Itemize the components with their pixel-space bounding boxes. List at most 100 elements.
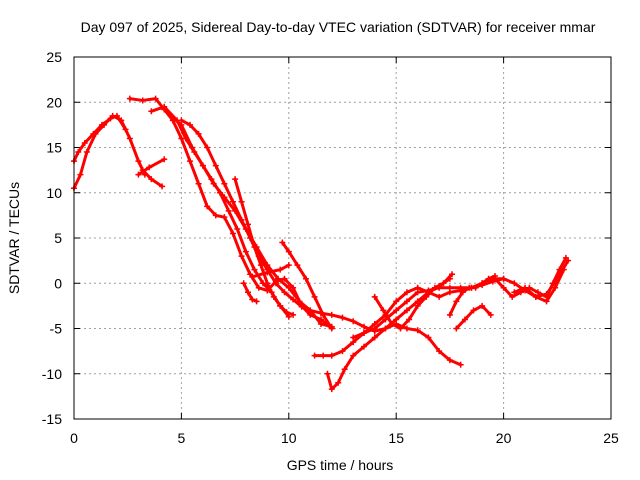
- series-arc-11: [279, 239, 335, 332]
- data-point: [81, 139, 88, 146]
- data-point: [328, 352, 335, 359]
- data-point: [135, 171, 142, 178]
- data-point: [240, 280, 247, 287]
- data-point: [311, 293, 318, 300]
- data-point: [242, 248, 249, 255]
- grid-lines: [74, 57, 611, 419]
- y-axis-ticks: -15 -10 -5 0 5 10 15 20 25: [42, 49, 611, 427]
- y-tick-label: 10: [46, 185, 62, 201]
- data-point: [406, 316, 413, 323]
- series-arc-4: [135, 156, 168, 178]
- y-tick-label: -15: [42, 411, 62, 427]
- data-point: [453, 298, 460, 305]
- data-point: [148, 108, 155, 115]
- x-axis-ticks: 0 5 10 15 20 25: [70, 57, 619, 446]
- data-point: [272, 280, 279, 287]
- data-point: [251, 266, 258, 273]
- series-arc-3: [139, 167, 166, 190]
- data-point: [264, 269, 271, 276]
- data-point: [472, 284, 479, 291]
- data-point: [339, 348, 346, 355]
- y-tick-label: 0: [54, 275, 62, 291]
- data-point: [414, 302, 421, 309]
- data-point: [431, 284, 438, 291]
- data-point: [479, 280, 486, 287]
- data-point: [253, 298, 260, 305]
- data-point: [436, 348, 443, 355]
- series-arc-8: [178, 117, 464, 368]
- data-point: [449, 271, 456, 278]
- y-tick-label: -5: [50, 321, 63, 337]
- data-point: [281, 289, 288, 296]
- series-arc-1: [71, 112, 148, 192]
- data-point: [275, 275, 282, 282]
- data-point: [318, 320, 325, 327]
- series-trace: [373, 272, 454, 330]
- data-point: [195, 130, 202, 137]
- data-point: [146, 164, 153, 171]
- data-point: [186, 158, 193, 165]
- data-point: [285, 248, 292, 255]
- data-point: [393, 298, 400, 305]
- data-point: [360, 343, 367, 350]
- data-point: [350, 334, 357, 341]
- data-point: [298, 303, 305, 310]
- data-point: [532, 293, 539, 300]
- data-point: [470, 307, 477, 314]
- series-arc-20: [511, 266, 567, 305]
- data-point: [328, 311, 335, 318]
- y-tick-label: 25: [46, 49, 62, 65]
- data-point: [446, 311, 453, 318]
- data-point: [229, 198, 236, 205]
- data-point: [204, 144, 211, 151]
- data-point: [446, 357, 453, 364]
- data-point: [229, 230, 236, 237]
- data-point: [534, 289, 541, 296]
- data-point: [148, 176, 155, 183]
- data-point: [320, 352, 327, 359]
- y-axis-label: SDTVAR / TECUs: [6, 182, 22, 294]
- series-trace: [512, 268, 566, 303]
- series-trace: [250, 263, 291, 279]
- series-trace: [493, 256, 568, 299]
- data-point: [126, 95, 133, 102]
- y-tick-label: 15: [46, 140, 62, 156]
- data-point: [403, 307, 410, 314]
- data-point: [371, 334, 378, 341]
- data-point: [522, 284, 529, 291]
- data-point: [122, 126, 129, 133]
- data-point: [360, 330, 367, 337]
- data-point: [135, 158, 142, 165]
- data-point: [341, 366, 348, 373]
- series-trace: [242, 281, 259, 303]
- data-point: [414, 327, 421, 334]
- data-point: [204, 203, 211, 210]
- y-tick-label: 5: [54, 230, 62, 246]
- data-point: [279, 239, 286, 246]
- data-point: [397, 325, 404, 332]
- series-trace: [448, 274, 497, 317]
- data-point: [380, 307, 387, 314]
- data-point: [281, 275, 288, 282]
- data-point: [320, 311, 327, 318]
- series-trace: [141, 168, 164, 188]
- data-point: [414, 284, 421, 291]
- data-point: [403, 325, 410, 332]
- data-point: [167, 112, 174, 119]
- data-point: [487, 311, 494, 318]
- data-point: [457, 361, 464, 368]
- data-point: [290, 311, 297, 318]
- data-point: [350, 318, 357, 325]
- data-point: [249, 273, 256, 280]
- data-point: [423, 293, 430, 300]
- data-point: [440, 280, 447, 287]
- x-tick-label: 15: [388, 430, 404, 446]
- data-point: [285, 284, 292, 291]
- data-point: [107, 115, 114, 122]
- series-arc-18: [453, 302, 494, 332]
- data-point: [479, 302, 486, 309]
- data-point: [511, 289, 518, 296]
- data-point: [234, 225, 241, 232]
- series-trace: [325, 277, 452, 391]
